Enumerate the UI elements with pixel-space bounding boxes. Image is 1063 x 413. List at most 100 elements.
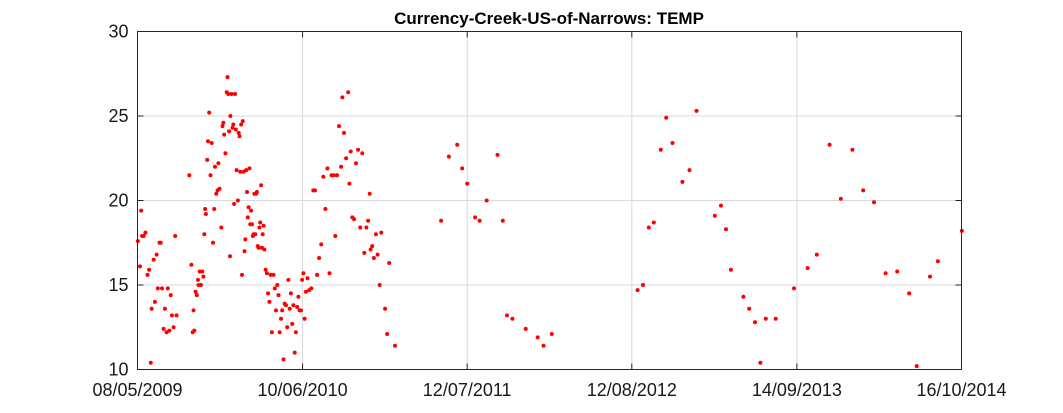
data-point [658, 147, 663, 152]
data-point [240, 272, 244, 277]
data-point [260, 232, 265, 237]
data-point [203, 212, 208, 216]
data-point [393, 343, 397, 348]
data-point [152, 299, 157, 304]
data-point [352, 217, 356, 222]
data-point [141, 234, 146, 238]
data-point [446, 154, 451, 159]
data-point [758, 360, 763, 365]
data-point [724, 227, 728, 232]
data-point [288, 291, 293, 296]
data-point [145, 272, 150, 277]
data-point [169, 313, 174, 318]
data-point [168, 293, 173, 298]
y-tick-label: 10 [108, 360, 128, 380]
data-point [275, 283, 280, 287]
data-point [143, 230, 148, 235]
y-tick-label: 15 [108, 275, 128, 295]
data-point [268, 272, 273, 277]
data-point [327, 271, 332, 276]
data-point [193, 289, 198, 294]
data-point [232, 201, 237, 206]
data-point [313, 188, 317, 193]
data-point [323, 207, 328, 211]
data-point [234, 168, 239, 173]
data-point [373, 232, 378, 237]
data-point [191, 308, 196, 313]
data-point [354, 161, 358, 166]
x-tick-label: 08/05/2009 [92, 380, 182, 400]
data-point [203, 207, 208, 211]
data-point [367, 191, 372, 196]
data-point [347, 181, 352, 186]
data-point [495, 152, 500, 157]
data-point [217, 186, 222, 191]
data-point [325, 166, 330, 171]
data-point [339, 164, 344, 169]
data-point [370, 244, 375, 249]
data-point [214, 191, 219, 196]
data-point [331, 173, 336, 178]
data-point [249, 208, 254, 213]
data-point [291, 303, 296, 308]
data-point [651, 220, 656, 225]
data-point [254, 190, 259, 194]
data-point [895, 269, 900, 274]
grid-lines [137, 31, 962, 370]
data-point [267, 299, 272, 304]
data-point [484, 198, 489, 203]
data-point [319, 242, 324, 247]
data-point [293, 330, 298, 335]
data-point [387, 261, 392, 265]
data-point [340, 95, 345, 100]
data-point [257, 225, 262, 230]
data-point [935, 259, 940, 264]
x-tick-label: 12/08/2012 [587, 380, 677, 400]
data-point [280, 308, 285, 313]
data-point [284, 303, 288, 308]
data-point [728, 267, 733, 272]
data-point [239, 122, 244, 127]
data-point [189, 262, 194, 267]
data-point [206, 139, 210, 144]
data-point [383, 306, 388, 311]
data-point [379, 230, 384, 235]
data-point [535, 335, 540, 340]
tick-labels: 08/05/2009 10/06/2010 12/07/2011 12/08/2012… [92, 22, 1006, 401]
data-point [230, 125, 235, 130]
data-point [209, 141, 214, 145]
data-point [694, 108, 699, 113]
data-point [290, 321, 295, 326]
y-tick-label: 20 [108, 191, 128, 211]
data-point [222, 132, 227, 137]
plot-area-box [137, 31, 962, 370]
data-point [300, 277, 305, 282]
data-point [505, 313, 509, 318]
data-point [827, 142, 832, 147]
y-tick-label: 25 [108, 106, 128, 126]
data-point [244, 168, 249, 173]
data-point [814, 252, 819, 257]
data-point [344, 156, 349, 161]
data-point [792, 286, 796, 291]
data-point [229, 92, 234, 96]
data-point [646, 225, 651, 230]
data-point [202, 232, 207, 237]
data-point [173, 234, 178, 238]
data-point [455, 142, 460, 147]
data-point [805, 266, 810, 271]
data-point [226, 92, 231, 96]
data-point [256, 245, 261, 250]
data-point [258, 220, 263, 225]
data-point [850, 147, 855, 152]
data-point [358, 225, 363, 230]
data-point [216, 161, 221, 166]
data-point [196, 277, 200, 282]
data-point [477, 218, 482, 223]
data-point [231, 122, 236, 127]
data-point [201, 274, 206, 279]
data-point [247, 166, 252, 171]
data-point [664, 115, 669, 120]
data-point [250, 222, 254, 227]
data-point [279, 316, 283, 321]
